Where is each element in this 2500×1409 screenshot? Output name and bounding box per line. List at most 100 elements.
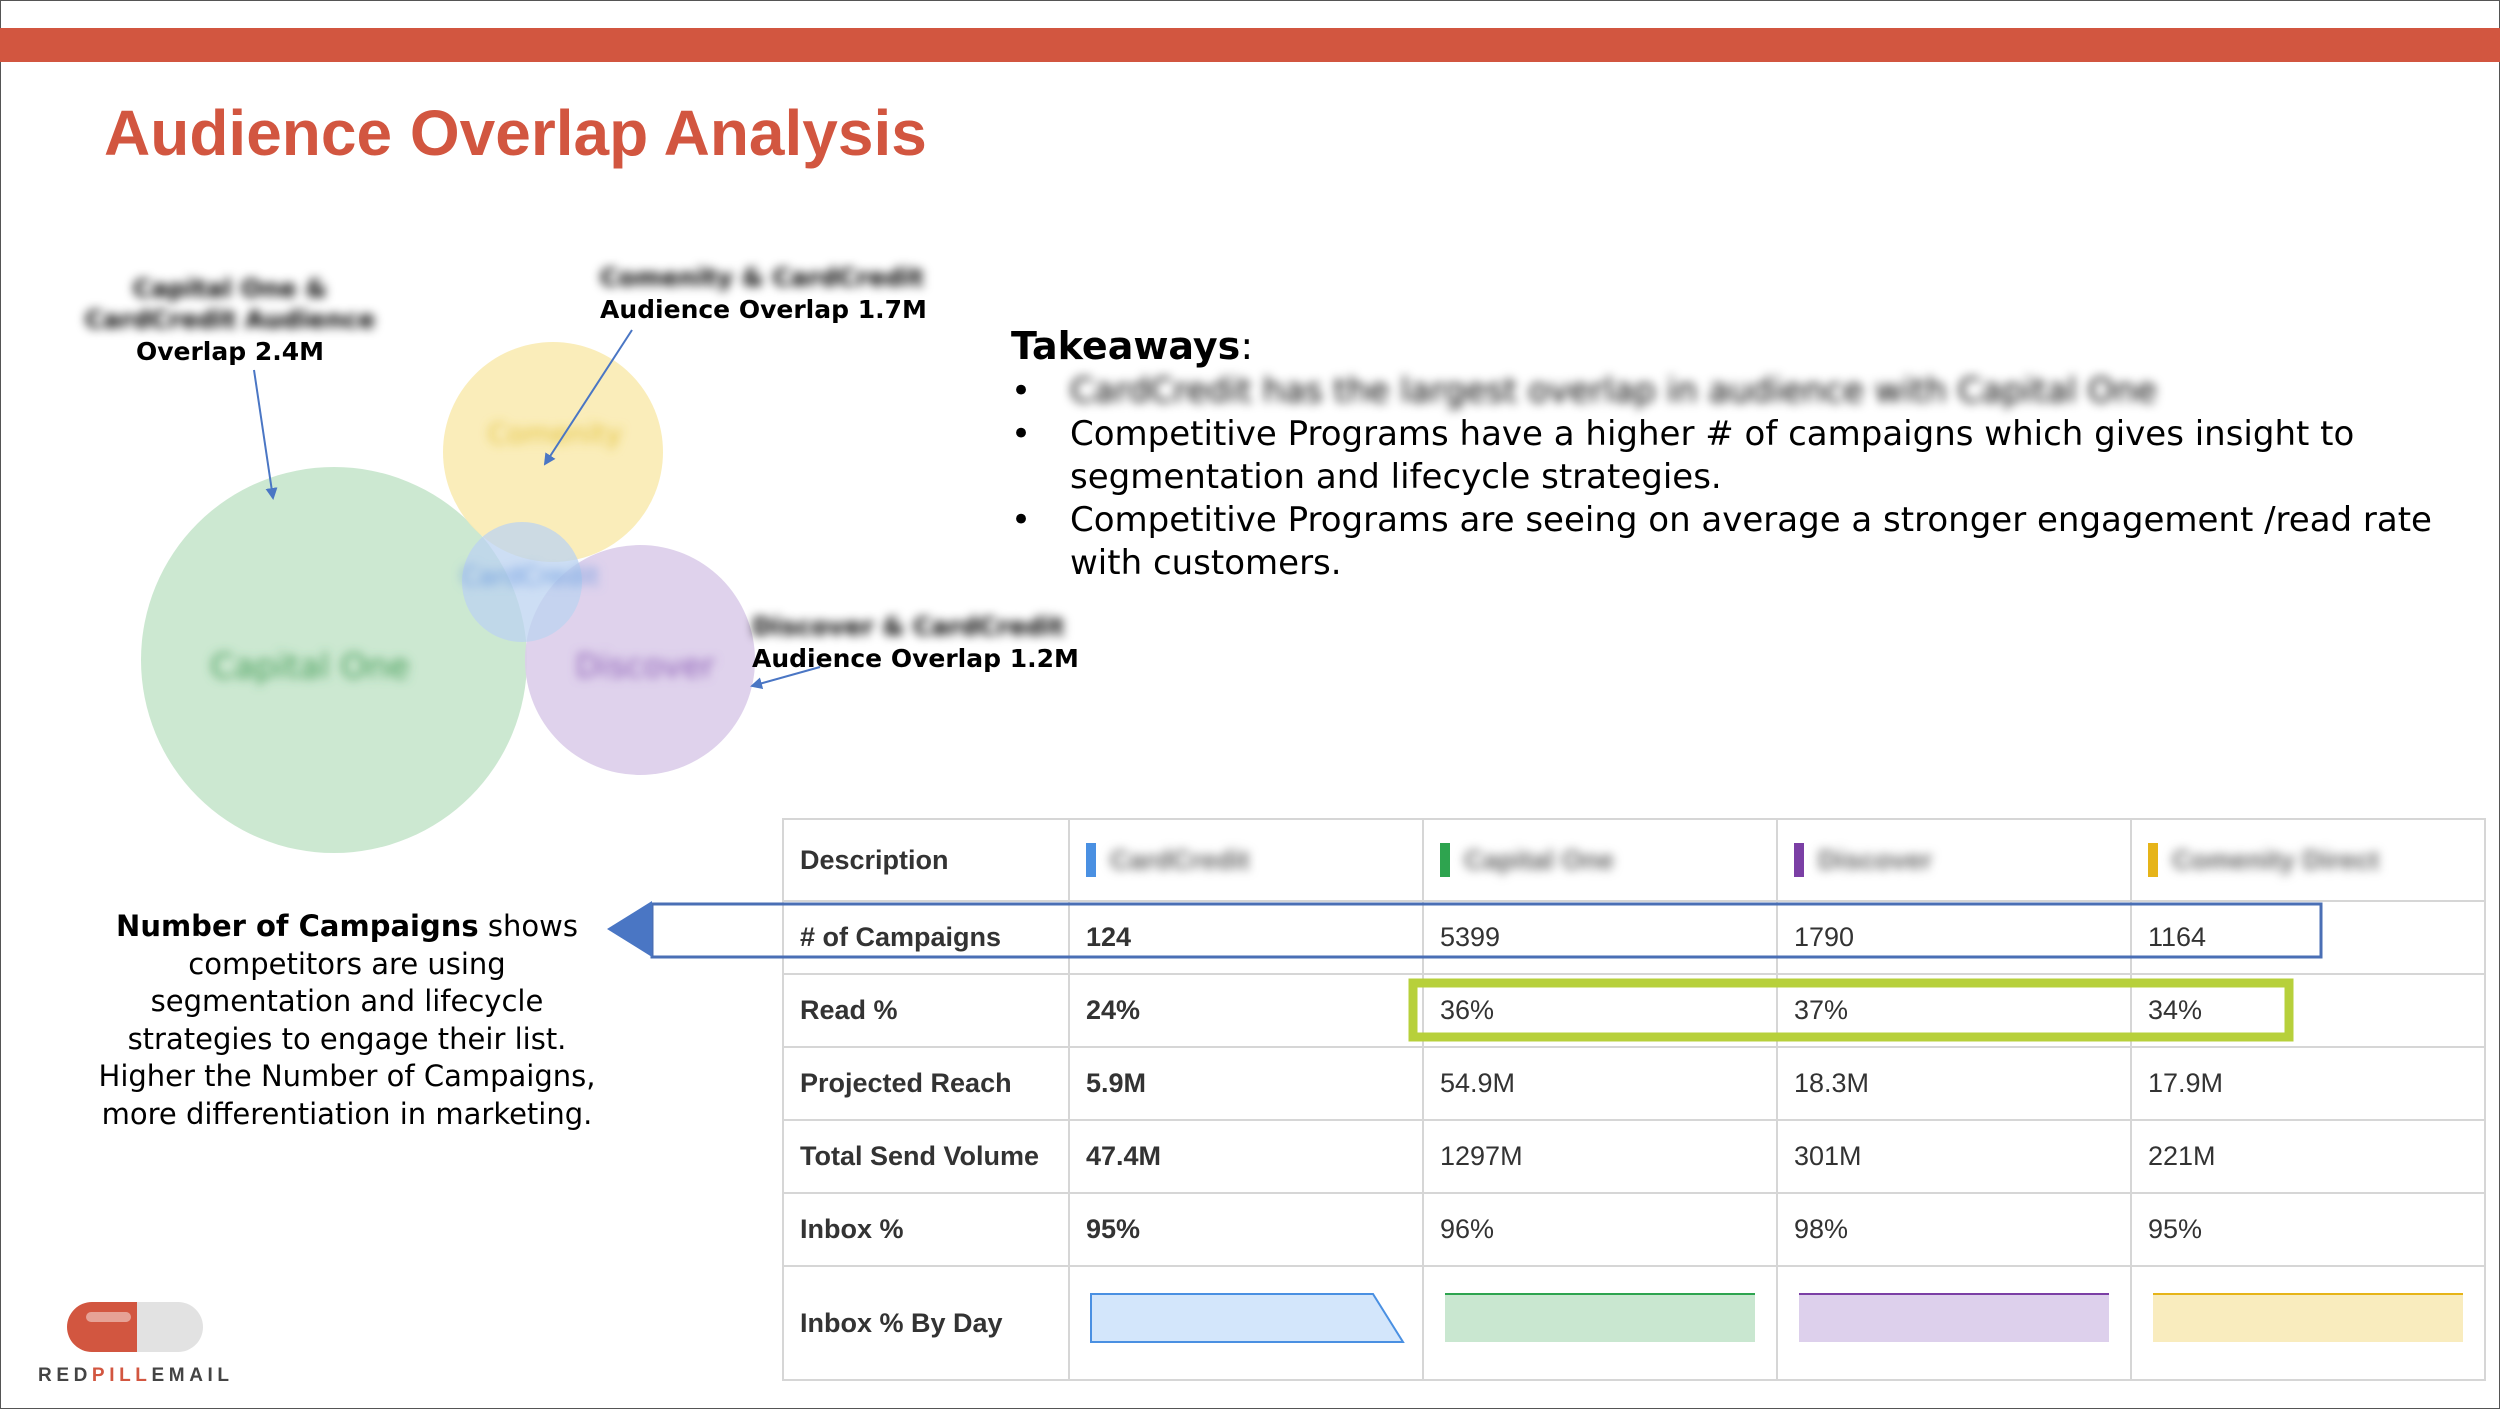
note-rest: shows (478, 909, 578, 943)
logo-text-email: EMAIL (151, 1365, 234, 1386)
table-row-inbox-by-day: Inbox % By Day (782, 1265, 2486, 1381)
header-description: Description (782, 818, 1070, 902)
takeaway-text: Competitive Programs have a higher # of … (1070, 414, 2355, 497)
logo-wordmark: REDPILLEMAIL (38, 1365, 234, 1387)
header-discover: Discover (1776, 818, 2132, 902)
row-label: Inbox % (782, 1192, 1070, 1267)
logo-text-red: RED (38, 1365, 92, 1386)
row-label: Total Send Volume (782, 1119, 1070, 1194)
sparkline-cell (1776, 1265, 2132, 1381)
sparkline-cardcredit (1090, 1293, 1405, 1343)
metrics-table: Description CardCredit Capital One Disco… (782, 818, 2486, 1381)
table-row-projected-reach: Projected Reach 5.9M 54.9M 18.3M 17.9M (782, 1046, 2486, 1121)
header-cardcredit: CardCredit (1068, 818, 1424, 902)
takeaways-heading-colon: : (1240, 324, 1254, 368)
cell: 96% (1422, 1192, 1778, 1267)
cell: 54.9M (1422, 1046, 1778, 1121)
cell: 1297M (1422, 1119, 1778, 1194)
header-capital-one: Capital One (1422, 818, 1778, 902)
cell: 5399 (1422, 900, 1778, 975)
comenity-overlap-value: Audience Overlap 1.7M (600, 295, 927, 324)
note-line: more differentiation in marketing. (101, 1096, 593, 1131)
note-bold: Number of Campaigns (116, 909, 479, 943)
note-line: segmentation and lifecycle (150, 984, 544, 1018)
cell: 5.9M (1068, 1046, 1424, 1121)
venn-circle-cardcredit (462, 522, 582, 642)
color-swatch (1440, 843, 1450, 877)
header-comenity: Comenity Direct (2130, 818, 2486, 902)
takeaways-list: • CardCredit has the largest overlap in a… (1011, 370, 2451, 585)
sparkline-cell (2130, 1265, 2486, 1381)
venn-label-discover: Discover (575, 647, 715, 685)
table-row-campaigns: # of Campaigns 124 5399 1790 1164 (782, 900, 2486, 975)
row-label: Read % (782, 973, 1070, 1048)
venn-circle-capital-one (141, 467, 527, 853)
takeaway-text-blurred: CardCredit has the largest overlap in au… (1070, 371, 2157, 411)
venn-label-comenity: Comenity (488, 417, 622, 450)
takeaway-item: • Competitive Programs have a higher # of… (1011, 413, 2451, 499)
capital-one-overlap-title-line2: CardCredit Audience (84, 305, 376, 334)
arrow-capital-one-overlap (253, 369, 278, 500)
color-swatch (2148, 843, 2158, 877)
column-name: Capital One (1464, 844, 1615, 875)
cell: 37% (1776, 973, 2132, 1048)
cell: 301M (1776, 1119, 2132, 1194)
cell: 18.3M (1776, 1046, 2132, 1121)
cell: 95% (2130, 1192, 2486, 1267)
capital-one-overlap-title-line1: Capital One & (132, 274, 328, 303)
color-swatch (1086, 843, 1096, 877)
note-line: Number of Campaigns shows (92, 908, 602, 946)
table-header-row: Description CardCredit Capital One Disco… (782, 818, 2486, 902)
bullet: • (1011, 371, 1032, 411)
cell: 34% (2130, 973, 2486, 1048)
takeaways-heading-text: Takeaways (1011, 324, 1241, 368)
sparkline-capital-one (1445, 1293, 1755, 1342)
bullet: • (1011, 414, 1032, 454)
audience-venn-diagram: Capital One Comenity Discover CardCredit (141, 329, 821, 853)
table-row-send-volume: Total Send Volume 47.4M 1297M 301M 221M (782, 1119, 2486, 1194)
table-row-read: Read % 24% 36% 37% 34% (782, 973, 2486, 1048)
cell: 47.4M (1068, 1119, 1424, 1194)
sparkline-comenity (2153, 1293, 2463, 1342)
column-name: CardCredit (1110, 844, 1250, 875)
venn-label-capital-one: Capital One (210, 647, 409, 687)
takeaway-item: • Competitive Programs are seeing on aver… (1011, 499, 2451, 585)
cell: 98% (1776, 1192, 2132, 1267)
arrow-discover-overlap (750, 666, 821, 690)
column-name: Comenity Direct (2172, 844, 2380, 875)
takeaways-heading: Takeaways: (1011, 324, 2451, 368)
capital-one-overlap-value: Overlap 2.4M (135, 337, 325, 366)
cell: 1164 (2130, 900, 2486, 975)
color-swatch (1794, 843, 1804, 877)
sparkline-discover (1799, 1293, 2109, 1342)
cell: 124 (1068, 900, 1424, 975)
venn-circle-discover (525, 545, 755, 775)
cell: 221M (2130, 1119, 2486, 1194)
slide-title: Audience Overlap Analysis (104, 97, 927, 169)
sparkline-cell (1422, 1265, 1778, 1381)
note-line: competitors are using (188, 946, 506, 981)
note-line: Higher the Number of Campaigns, (98, 1059, 596, 1093)
discover-overlap-value: Audience Overlap 1.2M (752, 644, 1079, 673)
cell: 95% (1068, 1192, 1424, 1267)
bullet: • (1011, 500, 1032, 540)
row-label: Inbox % By Day (782, 1265, 1070, 1381)
cell: 24% (1068, 973, 1424, 1048)
cell: 17.9M (2130, 1046, 2486, 1121)
cell: 36% (1422, 973, 1778, 1048)
logo-text-pill: PILL (91, 1365, 152, 1386)
venn-label-cardcredit: CardCredit (460, 562, 599, 592)
campaigns-note: Number of Campaigns shows competitors ar… (92, 908, 602, 1133)
note-line: strategies to engage their list. (127, 1021, 567, 1056)
row-label: # of Campaigns (782, 900, 1070, 975)
takeaways-section: Takeaways: • CardCredit has the largest o… (1011, 324, 2451, 585)
red-pill-logo-icon (67, 1302, 203, 1352)
comenity-overlap-title: Comenity & CardCredit (600, 263, 924, 292)
row-label: Projected Reach (782, 1046, 1070, 1121)
takeaway-text: Competitive Programs are seeing on avera… (1070, 500, 2432, 583)
takeaway-item: • CardCredit has the largest overlap in a… (1011, 370, 2451, 413)
top-accent-bar (0, 28, 2500, 62)
sparkline-cell (1068, 1265, 1424, 1381)
discover-overlap-title: Discover & CardCredit (752, 612, 1065, 641)
cell: 1790 (1776, 900, 2132, 975)
